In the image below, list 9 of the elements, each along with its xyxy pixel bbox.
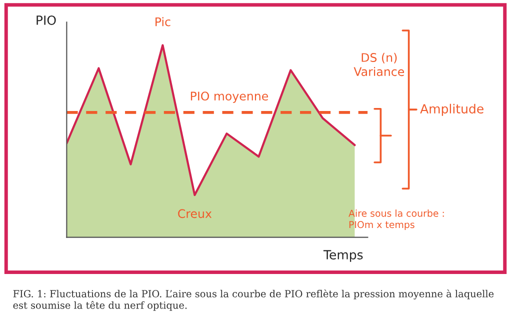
x-axis-title: Temps (323, 250, 363, 262)
annotation: Aire sous la courbe : PIOm x temps (348, 210, 444, 230)
ref-line-label: PIO moyenne (190, 92, 268, 103)
y-axis-title: PIO (36, 15, 56, 25)
annotation: DS (n) Variance (354, 52, 404, 76)
text: Pic (156, 17, 170, 26)
caption: FIG. 1: Fluctuations de la PIO. L’aire sous la courbe de PIO reflète la pression moyenne à laquelle est soumise la tête du nerf optique. (13, 289, 494, 311)
text: Amplitude (420, 104, 484, 116)
annotation: Creux (178, 209, 212, 218)
